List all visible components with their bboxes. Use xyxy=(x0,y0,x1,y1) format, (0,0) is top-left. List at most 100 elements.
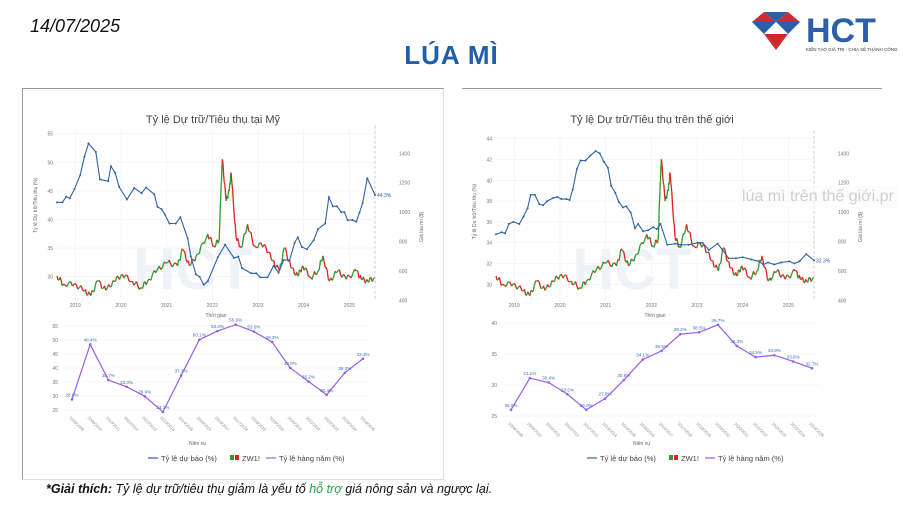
annual-x-tick-label: 2024/2025 xyxy=(359,415,376,432)
forecast-point xyxy=(202,283,205,286)
price-candle-segment xyxy=(633,255,636,262)
price-candle-segment xyxy=(325,266,328,271)
price-candle-segment xyxy=(637,245,641,254)
price-candle-segment xyxy=(266,251,269,254)
annual-x-tick-label: 2020/2021 xyxy=(733,421,750,438)
price-candle-segment xyxy=(511,283,514,287)
price-candle-segment xyxy=(618,254,621,261)
price-candle-segment xyxy=(135,281,139,287)
price-candle-segment xyxy=(495,275,498,281)
price-candle-segment xyxy=(772,271,775,277)
annual-point xyxy=(641,358,644,361)
price-candle-segment xyxy=(719,261,722,265)
price-candle-segment xyxy=(777,269,781,276)
y2-tick-label: 600 xyxy=(399,269,408,275)
forecast-point xyxy=(696,241,699,244)
price-candle-segment xyxy=(516,287,519,290)
x-axis-title: Thời gian xyxy=(205,313,226,319)
forecast-point xyxy=(652,226,655,229)
x-tick-label: 2021 xyxy=(161,303,172,309)
y2-tick-label: 1400 xyxy=(399,151,410,157)
forecast-point xyxy=(813,259,815,262)
forecast-point xyxy=(552,196,555,199)
legend-annual-label: Tỷ lệ hàng năm (%) xyxy=(718,454,784,463)
price-candle-segment xyxy=(692,245,696,248)
price-candle-segment xyxy=(671,191,674,207)
price-candle-segment xyxy=(662,182,665,185)
price-candle-segment xyxy=(765,270,768,279)
y2-tick-label: 800 xyxy=(838,240,847,246)
price-candle-segment xyxy=(527,291,530,295)
forecast-point xyxy=(788,260,791,263)
forecast-point xyxy=(533,193,536,196)
annual-point xyxy=(107,378,110,382)
annual-x-tick-label: 2012/2013 xyxy=(583,421,600,438)
price-candle-segment xyxy=(352,269,356,274)
annual-point xyxy=(791,360,795,363)
y-axis-title: Tỷ lệ Dự trữ/Tiêu thụ (%) xyxy=(471,183,478,239)
price-candle-segment xyxy=(66,281,70,287)
price-candle-segment xyxy=(203,238,207,244)
price-candle-segment xyxy=(705,251,708,254)
annual-data-label: 29.9% xyxy=(138,389,151,394)
forecast-point xyxy=(500,231,503,234)
price-candle-segment xyxy=(331,276,335,281)
annual-data-label: 28.5% xyxy=(561,387,574,392)
price-candle-segment xyxy=(182,248,185,252)
annual-x-tick-label: 2024/2025 xyxy=(808,421,825,438)
us-chart-panel: Tỷ lệ Dự trữ/Tiêu thụ tại Mỹ HCT 30 35 40 45 5… xyxy=(22,88,444,480)
price-candle-segment xyxy=(270,258,274,262)
price-candle-segment xyxy=(198,245,202,254)
forecast-point xyxy=(156,205,159,208)
forecast-point xyxy=(250,272,253,275)
forecast-point xyxy=(568,199,571,202)
annual-x-tick-label: 2016/2017 xyxy=(658,421,675,438)
chart-legend: Tỷ lệ dự báo (%) ZW1! Tỷ lệ hàng năm (%) xyxy=(148,454,345,463)
price-candle-segment xyxy=(146,278,150,282)
forecast-point xyxy=(579,159,582,162)
price-candle-segment xyxy=(298,269,301,272)
price-candle-segment xyxy=(128,280,131,283)
y-tick-label: 55 xyxy=(47,132,53,138)
annual-data-label: 38.5% xyxy=(693,325,706,330)
y2-tick-label: 400 xyxy=(399,298,408,304)
annual-data-label: 34.8% xyxy=(768,348,781,353)
annual-point xyxy=(343,371,347,375)
annual-data-label: 38.3% xyxy=(338,366,351,371)
price-candle-segment xyxy=(775,270,778,274)
forecast-point xyxy=(331,205,334,208)
price-candle-segment xyxy=(59,277,62,282)
price-candle-segment xyxy=(250,232,253,239)
forecast-point xyxy=(526,207,529,210)
forecast-last-label: 32.3% xyxy=(816,258,831,264)
price-candle-segment xyxy=(342,273,346,277)
price-candle-segment xyxy=(80,285,84,291)
annual-x-tick-label: 2018/2019 xyxy=(695,421,712,438)
annual-x-tick-label: 2019/2020 xyxy=(268,415,285,432)
forecast-point xyxy=(798,260,801,263)
price-candle-segment xyxy=(770,276,774,281)
forecast-point xyxy=(232,256,235,259)
price-candle-segment xyxy=(223,182,226,185)
note-text-2: giá nông sản và ngược lại. xyxy=(345,482,493,496)
x-tick-label: 2019 xyxy=(509,303,520,309)
forecast-point xyxy=(255,272,258,275)
legend-price-label: ZW1! xyxy=(242,454,260,463)
price-candle-segment xyxy=(248,230,251,233)
price-candle-segment xyxy=(712,260,715,267)
price-candle-segment xyxy=(273,260,276,267)
price-candle-segment xyxy=(222,163,225,176)
annual-data-label: 31.1% xyxy=(523,371,536,376)
price-candle-segment xyxy=(594,268,598,274)
annual-point xyxy=(660,349,663,353)
legend-price-down-swatch xyxy=(235,455,239,460)
forecast-point xyxy=(189,255,192,258)
price-candle-segment xyxy=(322,255,325,261)
price-candle-segment xyxy=(116,275,119,278)
price-candle-segment xyxy=(197,252,200,255)
price-candle-segment xyxy=(507,281,510,283)
forecast-point xyxy=(560,198,563,201)
x-tick-label: 2024 xyxy=(298,303,309,309)
annual-y-tick-label: 25 xyxy=(52,408,58,414)
y2-tick-label: 600 xyxy=(838,269,847,275)
